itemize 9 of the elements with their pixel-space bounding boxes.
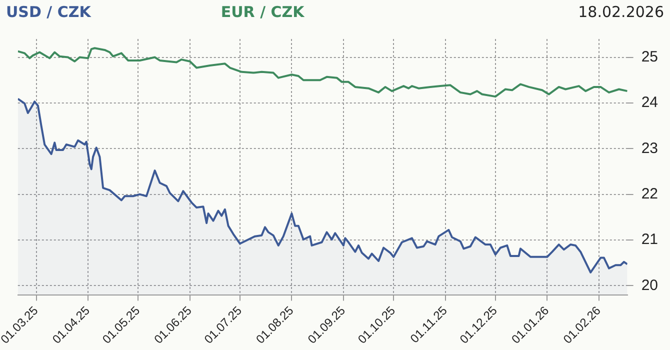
y-tick-label: 24 [641, 94, 658, 112]
text: EUR / CZK [220, 3, 304, 21]
y-tick-label: 22 [641, 185, 658, 202]
y-tick-label: 21 [641, 231, 658, 248]
y-tick-label: 20 [641, 276, 658, 294]
y-tick-label: 23 [641, 140, 658, 157]
y-tick-label: 25 [641, 48, 658, 66]
text: USD / CZK [6, 3, 91, 21]
text: 18.02.2026 [578, 3, 664, 21]
